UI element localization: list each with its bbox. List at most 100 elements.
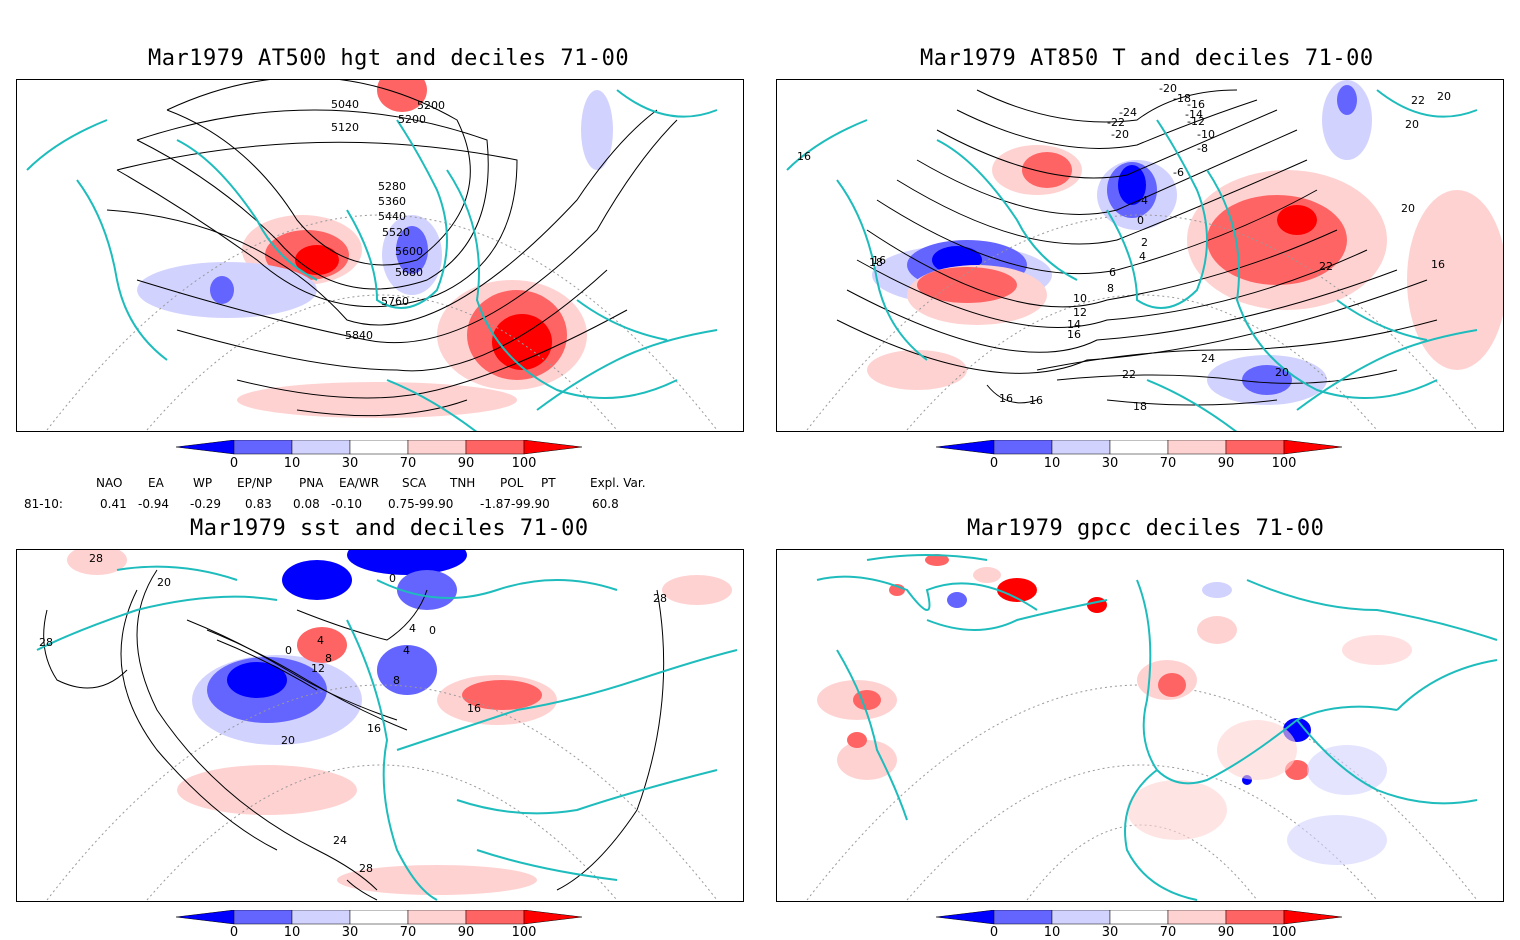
contour-label: 4 [403, 644, 410, 657]
map-line [1136, 579, 1398, 785]
decile-shade [947, 592, 967, 608]
decile-shade [662, 575, 732, 605]
colorbar-tick: 30 [341, 456, 359, 471]
map-line [1106, 119, 1208, 309]
contour-label: 16 [797, 150, 811, 163]
contour-label: -4 [1137, 194, 1148, 207]
contour-label: -18 [1173, 92, 1191, 105]
tele-value: 0.75-99.90 [388, 497, 454, 511]
tele-value: -1.87-99.90 [480, 497, 550, 511]
contour-label: 2 [1141, 236, 1148, 249]
map-line [846, 269, 1398, 353]
map-line [1206, 169, 1438, 399]
grid-line [146, 294, 618, 431]
map-line [146, 764, 618, 901]
colorbar-segment [1167, 909, 1227, 925]
colorbar-segment [1283, 439, 1343, 455]
tele-row-label: 81-10: [24, 497, 63, 511]
decile-shade [853, 690, 881, 710]
tele-value: -0.10 [331, 497, 363, 511]
colorbar-segment [291, 909, 351, 925]
tele-header: NAO [96, 476, 123, 490]
contour-label: 20 [1437, 90, 1451, 103]
contour-label: 20 [1275, 366, 1289, 379]
colorbar-tick: 90 [457, 925, 475, 940]
tele-header: POL [500, 476, 524, 490]
coastlines [786, 89, 1478, 431]
contour-label: 5840 [345, 329, 373, 342]
colorbar-tick: 70 [1159, 925, 1177, 940]
contour-label: 0 [389, 572, 396, 585]
colorbar-tick: 10 [1043, 925, 1061, 940]
colorbar-segment [465, 439, 525, 455]
map-line [136, 119, 678, 344]
decile-shade [177, 765, 357, 815]
decile-shade [1322, 80, 1372, 160]
map-line [1146, 329, 1478, 431]
tele-header: TNH [450, 476, 476, 490]
colorbar-segment [1167, 439, 1227, 455]
contours [43, 569, 665, 901]
tele-header: PNA [299, 476, 324, 490]
colorbar-tick: 30 [1101, 456, 1119, 471]
contour-label: 14 [1067, 318, 1081, 331]
colorbar-tick: 70 [399, 925, 417, 940]
tele-value: 0.83 [245, 497, 272, 511]
map-line [116, 141, 518, 308]
colorbar-tick: 10 [283, 925, 301, 940]
decile-shade [1158, 673, 1186, 697]
contour-label: -20 [1159, 82, 1177, 95]
map-line [816, 554, 1038, 611]
decile-shade [1087, 597, 1107, 613]
map-line [836, 599, 1108, 821]
map-line [836, 279, 1428, 374]
contour-label: 5200 [398, 113, 426, 126]
colorbar-segment [1109, 439, 1169, 455]
map-line [136, 109, 489, 290]
map-gpcc [776, 549, 1504, 902]
map-line [236, 309, 628, 399]
colorbar-tick: 0 [229, 925, 239, 940]
tele-header: EA/WR [339, 476, 380, 490]
colorbar-tick: 100 [511, 456, 537, 471]
contour-label: 12 [1073, 306, 1087, 319]
contour-label: -22 [1107, 116, 1125, 129]
decile-shade [1277, 205, 1317, 235]
decile-shade [282, 560, 352, 600]
grid-line [46, 214, 718, 431]
decile-shade [1342, 635, 1412, 665]
colorbar-segment [291, 439, 351, 455]
map-line [43, 609, 128, 689]
decile-shade [837, 740, 897, 780]
map-line [1036, 319, 1438, 371]
panel-title-t850: Mar1979 AT850 T and deciles 71-00 [920, 46, 1374, 71]
colorbar-tick: 100 [511, 925, 537, 940]
map-line [216, 639, 318, 691]
colorbar-segment [407, 909, 467, 925]
decile-shade [297, 627, 347, 663]
colorbar-sst: 0 10 30 70 90 100 [175, 909, 586, 940]
contour-label: 8 [393, 674, 400, 687]
teleconnection-table: NAO EA WP EP/NP PNA EA/WR SCA TNH POL PT… [0, 476, 700, 516]
map-line [386, 329, 718, 431]
colorbar-tick: 10 [283, 456, 301, 471]
contour-label: 16 [1029, 394, 1043, 407]
colorbar-tick: 70 [399, 456, 417, 471]
map-line [26, 89, 718, 171]
coastlines [816, 554, 1498, 901]
colorbar-tick: 90 [1217, 456, 1235, 471]
panel-title-hgt500: Mar1979 AT500 hgt and deciles 71-00 [148, 46, 630, 71]
contour-label: 28 [359, 862, 373, 875]
contour-label: 0 [429, 624, 436, 637]
map-line [346, 119, 448, 309]
decile-shade [847, 732, 867, 748]
colorbar-tick: 70 [1159, 456, 1177, 471]
colorbar-segment [523, 909, 583, 925]
contour-label: 16 [999, 392, 1013, 405]
decile-shade [227, 662, 287, 698]
decile-shade [67, 550, 127, 575]
colorbar-tick: 90 [457, 456, 475, 471]
contour-label: -16 [1187, 98, 1205, 111]
map-line [876, 189, 1318, 275]
map-line [206, 629, 408, 731]
